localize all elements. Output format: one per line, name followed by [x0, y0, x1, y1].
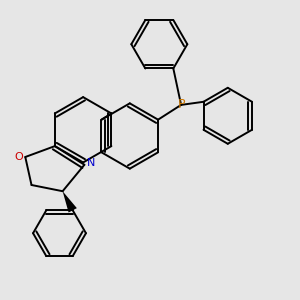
Text: N: N — [87, 158, 95, 168]
Text: O: O — [14, 152, 23, 162]
Polygon shape — [63, 191, 77, 212]
Text: P: P — [177, 98, 185, 111]
